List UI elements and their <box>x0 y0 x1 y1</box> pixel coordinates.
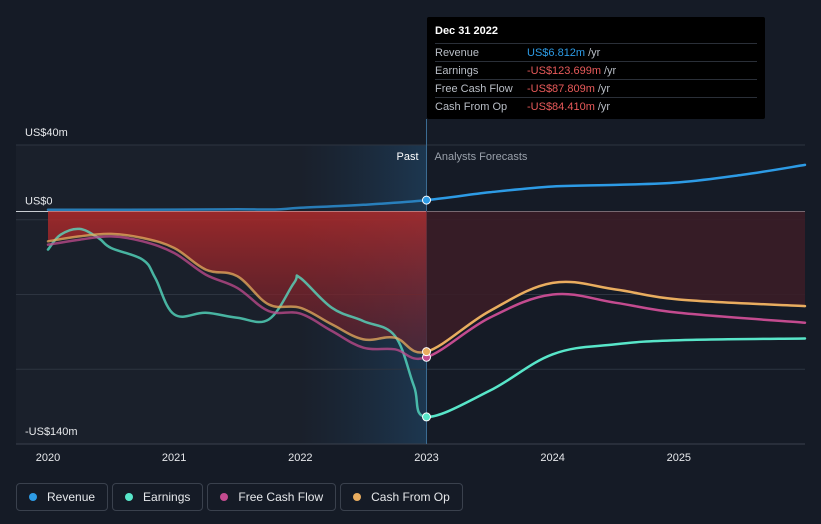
legend-label: Earnings <box>143 490 191 504</box>
tooltip: Dec 31 2022 Revenue US$6.812m /yr Earnin… <box>427 17 765 119</box>
tooltip-row-earnings: Earnings -US$123.699m /yr <box>435 61 757 79</box>
x-tick-label: 2021 <box>162 452 186 464</box>
tooltip-unit: /yr <box>597 100 611 113</box>
loss-area-forecast <box>426 211 805 352</box>
data-point-cash-from-op <box>422 347 431 357</box>
tooltip-value: US$6.812m <box>527 46 586 59</box>
series-line-cash-from-op <box>426 280 807 353</box>
y-tick-label: US$0 <box>25 195 53 207</box>
legend-dot-icon <box>125 493 134 501</box>
series-line-past-cash-from-op <box>46 232 427 354</box>
tooltip-unit: /yr <box>597 82 611 95</box>
legend-item-revenue[interactable]: Revenue <box>16 483 109 511</box>
series-line-past-free-cash-flow <box>46 235 427 360</box>
tooltip-value: -US$87.809m <box>527 82 595 95</box>
series-line-revenue <box>426 163 807 202</box>
x-tick-label: 2025 <box>667 452 691 464</box>
data-point-revenue <box>422 195 431 205</box>
tooltip-unit: /yr <box>604 64 617 77</box>
past-label: Past <box>396 151 418 163</box>
y-tick-label: -US$140m <box>25 426 78 438</box>
x-tick-label: 2020 <box>36 452 60 464</box>
tooltip-row-revenue: Revenue US$6.812m /yr <box>435 43 757 61</box>
legend-label: Cash From Op <box>371 490 450 504</box>
tooltip-label: Earnings <box>435 64 479 77</box>
legend-dot-icon <box>29 493 37 501</box>
data-point-earnings <box>422 412 431 422</box>
legend-label: Free Cash Flow <box>238 490 324 504</box>
tooltip-value: -US$123.699m <box>527 64 601 77</box>
legend-dot-icon <box>353 493 362 501</box>
legend-label: Revenue <box>47 490 96 504</box>
forecast-label: Analysts Forecasts <box>435 151 528 163</box>
y-tick-label: US$40m <box>25 127 68 139</box>
tooltip-label: Free Cash Flow <box>435 82 513 95</box>
series-line-past-earnings <box>46 227 427 419</box>
legend-item-earnings[interactable]: Earnings <box>112 483 204 511</box>
legend: Revenue Earnings Free Cash Flow Cash Fro… <box>16 483 463 513</box>
legend-item-free-cash-flow[interactable]: Free Cash Flow <box>207 483 337 511</box>
legend-dot-icon <box>220 493 229 501</box>
x-tick-label: 2022 <box>288 452 312 464</box>
series-line-free-cash-flow <box>426 292 807 359</box>
legend-item-cash-from-op[interactable]: Cash From Op <box>340 483 463 511</box>
tooltip-row-free-cash-flow: Free Cash Flow -US$87.809m /yr <box>435 79 757 97</box>
tooltip-row-cash-from-op: Cash From Op -US$84.410m /yr <box>435 97 757 115</box>
tooltip-label: Cash From Op <box>435 100 508 113</box>
tooltip-label: Revenue <box>435 46 480 59</box>
series-line-past-revenue <box>46 198 427 212</box>
tooltip-unit: /yr <box>588 46 601 59</box>
tooltip-date: Dec 31 2022 <box>435 25 498 37</box>
tooltip-value: -US$84.410m <box>527 100 595 113</box>
series-line-earnings <box>426 337 807 419</box>
loss-area-past <box>48 211 427 353</box>
x-tick-label: 2024 <box>540 452 564 464</box>
x-tick-label: 2023 <box>414 452 438 464</box>
